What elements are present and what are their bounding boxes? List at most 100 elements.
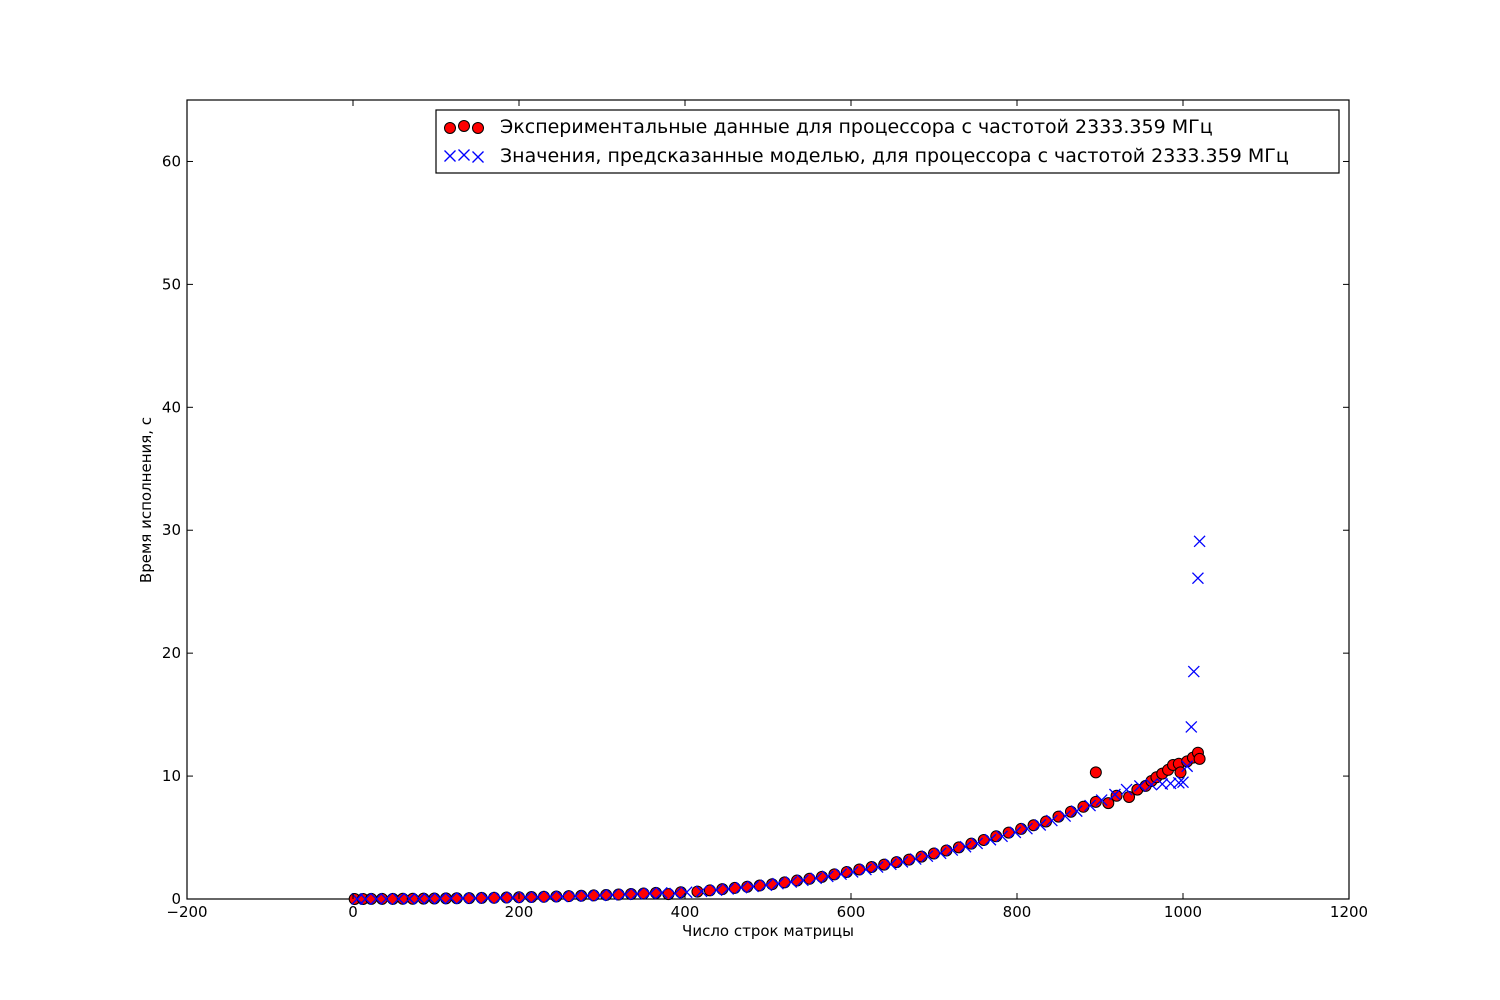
legend-marker-model xyxy=(472,151,484,163)
data-point-model xyxy=(1133,779,1146,792)
data-point-model xyxy=(747,880,760,893)
data-point-model xyxy=(921,850,934,863)
data-point-model xyxy=(507,891,520,904)
data-point-model xyxy=(655,886,668,899)
data-point-model xyxy=(481,891,494,904)
data-point-model xyxy=(846,865,859,878)
legend-entry-experimental: Экспериментальные данные для процессора … xyxy=(500,116,1213,138)
legend: Экспериментальные данные для процессора … xyxy=(435,109,1340,174)
data-point-experimental xyxy=(625,887,638,900)
data-point-model xyxy=(370,892,383,905)
data-point-model xyxy=(1021,822,1033,835)
data-point-model xyxy=(544,890,557,903)
data-point-model xyxy=(380,892,393,905)
data-point-model xyxy=(1120,783,1133,796)
data-point-model xyxy=(785,876,798,888)
y-tick-label: 50 xyxy=(162,275,181,293)
data-point-experimental xyxy=(600,888,613,901)
data-point-experimental xyxy=(463,892,476,905)
data-point-model xyxy=(760,879,773,892)
data-point-model xyxy=(556,890,569,903)
y-tick-label: 10 xyxy=(162,767,181,785)
data-point-model xyxy=(594,889,607,902)
data-point-model xyxy=(413,892,426,905)
data-point-experimental xyxy=(525,891,538,904)
axes-frame xyxy=(186,99,1350,900)
data-point-model xyxy=(403,892,416,905)
data-point-experimental xyxy=(365,892,378,905)
data-point-model xyxy=(1177,776,1189,789)
data-point-model xyxy=(710,884,723,897)
data-point-model xyxy=(1145,778,1158,791)
data-point-model xyxy=(871,861,884,873)
x-tick-label: 200 xyxy=(505,903,534,921)
data-point-experimental xyxy=(428,892,441,905)
data-point-model xyxy=(456,892,469,905)
x-tick-label: 400 xyxy=(671,903,700,921)
data-point-model xyxy=(821,870,834,883)
data-point-model xyxy=(835,868,847,881)
data-point-model xyxy=(619,888,632,901)
x-tick-label: 1200 xyxy=(1330,903,1368,921)
data-point-model xyxy=(469,892,481,905)
data-point-experimental xyxy=(439,892,452,905)
data-point-model xyxy=(581,889,594,902)
data-point-model xyxy=(859,863,872,876)
data-point-experimental xyxy=(1064,805,1077,818)
data-point-model xyxy=(606,888,618,901)
data-point-experimental xyxy=(990,830,1003,843)
data-point-model xyxy=(722,882,735,895)
data-point-model xyxy=(810,872,823,885)
x-tick-label: 800 xyxy=(1003,903,1032,921)
data-point-experimental xyxy=(649,886,662,899)
data-point-model xyxy=(680,886,693,899)
data-point-model xyxy=(1108,788,1121,801)
data-point-model xyxy=(1034,819,1047,831)
data-point-model xyxy=(1172,776,1185,789)
data-point-model xyxy=(909,853,922,866)
data-point-model xyxy=(959,840,972,853)
data-point-experimental xyxy=(500,891,513,904)
y-axis-label: Время исполнения, с xyxy=(137,417,155,583)
data-point-experimental xyxy=(1089,795,1102,808)
series-model xyxy=(351,535,1206,905)
data-point-model xyxy=(630,888,643,900)
data-point-experimental xyxy=(853,863,866,876)
data-point-model xyxy=(1045,814,1058,827)
data-point-model xyxy=(772,877,784,890)
data-point-model xyxy=(392,892,405,905)
data-point-model xyxy=(896,855,909,868)
data-point-experimental xyxy=(386,892,399,905)
data-point-model xyxy=(1185,720,1198,733)
data-point-model xyxy=(569,890,582,903)
data-point-experimental xyxy=(965,837,978,850)
data-point-model xyxy=(359,893,372,905)
data-point-model xyxy=(1193,535,1206,548)
y-tick-label: 40 xyxy=(162,398,181,416)
legend-marker-experimental xyxy=(472,122,484,134)
legend-box xyxy=(435,109,1340,174)
data-point-model xyxy=(884,858,897,871)
data-point-model xyxy=(494,891,507,904)
data-point-model xyxy=(1181,760,1194,773)
data-point-experimental xyxy=(550,890,563,903)
data-point-model xyxy=(934,847,947,860)
plot-area xyxy=(186,99,1350,905)
data-point-experimental xyxy=(1015,822,1028,835)
data-point-model xyxy=(669,887,681,900)
y-tick-label: 0 xyxy=(171,890,181,908)
data-point-experimental xyxy=(691,885,704,898)
data-point-model xyxy=(1095,794,1108,807)
data-point-model xyxy=(946,844,959,857)
data-point-experimental xyxy=(1102,797,1115,810)
legend-entry-model: Значения, предсказанные моделью, для про… xyxy=(500,145,1289,167)
x-tick-label: −200 xyxy=(166,903,207,921)
data-point-experimental xyxy=(450,892,463,905)
x-axis-label: Число строк матрицы xyxy=(682,922,854,940)
data-point-model xyxy=(735,881,748,894)
data-point-model xyxy=(796,874,809,887)
data-point-model xyxy=(1070,805,1083,818)
x-tick-label: 600 xyxy=(837,903,866,921)
